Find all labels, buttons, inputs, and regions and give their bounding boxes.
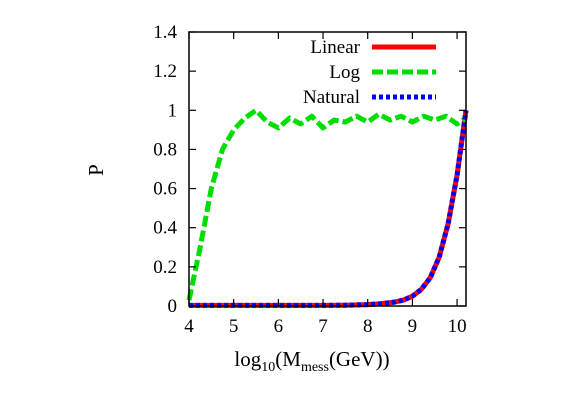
series-line-log	[186, 107, 468, 301]
x-tick-label: 6	[274, 316, 284, 337]
y-tick-label: 0.2	[153, 257, 177, 278]
y-tick-label: 1.2	[153, 61, 177, 82]
x-tick-label: 5	[229, 316, 239, 337]
x-label-prefix: log	[234, 347, 261, 371]
ticks-layer: 4 5 6 7 8 9 10 0 0.2 0.4 0.6 0.8 1 1.2 1.4	[153, 22, 466, 337]
x-tick-label: 10	[448, 316, 467, 337]
plot-frame	[188, 31, 467, 307]
series-layer	[186, 107, 469, 308]
y-tick-label: 0.8	[153, 139, 177, 160]
x-label-prefix-sub: 10	[261, 360, 275, 375]
y-tick-label: 0.6	[153, 179, 177, 200]
y-tick-label: 1	[168, 100, 178, 121]
y-tick-label: 1.4	[153, 22, 177, 43]
x-axis-label: log10(Mmess(GeV))	[234, 347, 389, 375]
legend-label-linear: Linear	[310, 37, 360, 58]
y-tick-label: 0.4	[153, 218, 177, 239]
x-label-sub: mess	[301, 360, 329, 375]
legend-label-natural: Natural	[303, 87, 360, 108]
x-tick-label: 4	[184, 316, 194, 337]
x-label-open: (M	[275, 347, 301, 371]
y-axis-label: P	[84, 164, 108, 176]
x-label-close: (GeV))	[329, 347, 390, 371]
y-tick-label: 0	[168, 296, 178, 317]
x-tick-label: 9	[408, 316, 418, 337]
x-tick-label: 8	[363, 316, 373, 337]
legend-label-log: Log	[329, 62, 360, 83]
legend-layer: Linear Log Natural	[303, 37, 436, 108]
x-tick-label: 7	[318, 316, 328, 337]
